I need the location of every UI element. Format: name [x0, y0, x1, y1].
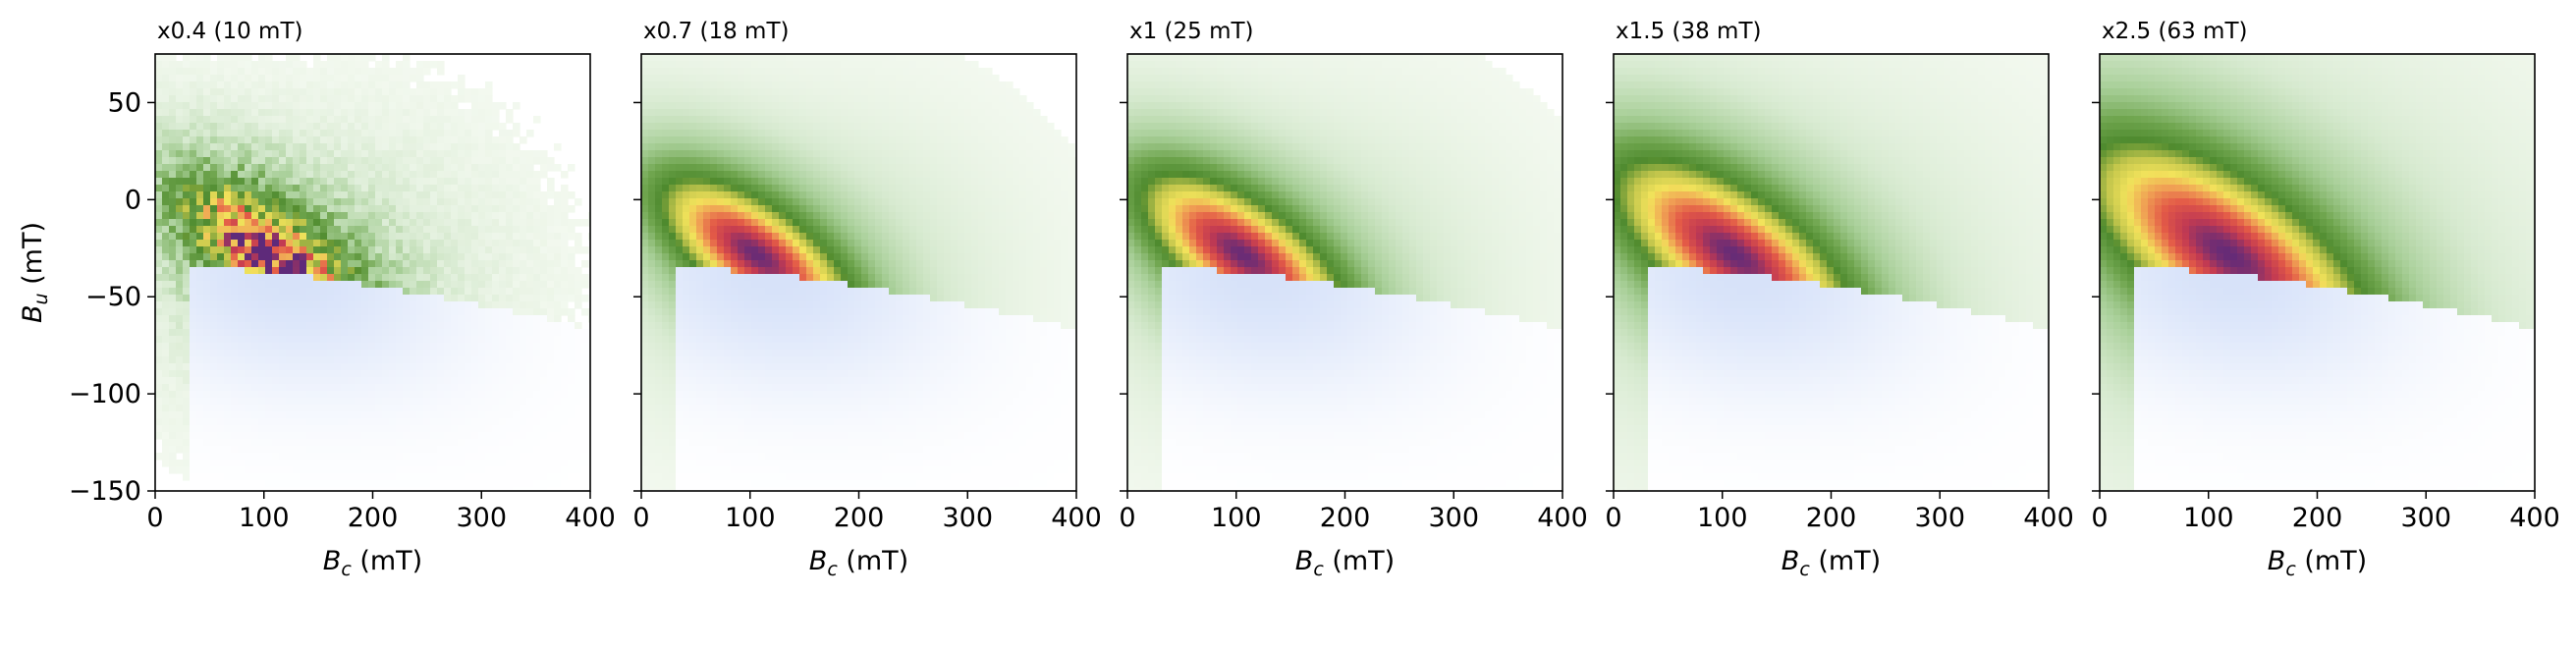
panel-2: x0.7 (18 mT) 0 100 200 300 400 Bc (mT) [632, 19, 1101, 580]
heatmap-2 [641, 54, 1076, 491]
x-tick-label: 200 [2292, 503, 2343, 533]
panel-title-1: x0.4 (10 mT) [157, 19, 302, 44]
x-tick-label: 0 [2091, 503, 2108, 533]
x-tick-label: 0 [632, 503, 649, 533]
panel-title-5: x2.5 (63 mT) [2102, 19, 2247, 44]
y-tick-label: −50 [85, 282, 141, 312]
x-tick-label: 200 [834, 503, 885, 533]
x-axis-label: Bc (mT) [323, 546, 422, 580]
x-tick-label: 300 [942, 503, 993, 533]
x-tick-label: 300 [1914, 503, 1965, 533]
panel-title-4: x1.5 (38 mT) [1616, 19, 1761, 44]
x-tick-label: 200 [348, 503, 399, 533]
panel-5: x2.5 (63 mT) 0 100 200 300 400 Bc (mT) [2091, 19, 2559, 580]
x-tick-label: 0 [1119, 503, 1135, 533]
heatmap-1 [155, 54, 590, 491]
panel-title-3: x1 (25 mT) [1129, 19, 1254, 44]
y-tick-label: −100 [69, 379, 141, 409]
x-tick-label: 300 [2400, 503, 2451, 533]
y-tick-label: 50 [108, 87, 141, 118]
x-axis-label: Bc (mT) [809, 546, 908, 580]
heatmap-3 [1127, 54, 1562, 491]
panel-3: x1 (25 mT) 0 100 200 300 400 Bc (mT) [1119, 19, 1587, 580]
x-tick-label: 0 [146, 503, 163, 533]
x-tick-label: 200 [1806, 503, 1857, 533]
heatmap-4 [1614, 54, 2049, 491]
x-tick-label: 100 [725, 503, 776, 533]
x-axis-label: Bc (mT) [2268, 546, 2367, 580]
x-axis-label: Bc (mT) [1295, 546, 1395, 580]
x-tick-label: 0 [1605, 503, 1621, 533]
y-tick-label: −150 [69, 476, 141, 507]
y-tick-label: 0 [125, 185, 141, 215]
x-tick-label: 400 [2023, 503, 2074, 533]
x-tick-label: 300 [1428, 503, 1479, 533]
heatmap-5 [2100, 54, 2535, 491]
x-tick-label: 300 [456, 503, 507, 533]
x-tick-label: 400 [1051, 503, 1102, 533]
x-tick-label: 400 [2509, 503, 2560, 533]
x-tick-label: 100 [2183, 503, 2234, 533]
panels: x0.4 (10 mT) 0 100 200 300 400 −150 −100 −50 0 50 B… [18, 19, 2560, 580]
x-tick-label: 200 [1320, 503, 1371, 533]
x-axis-label: Bc (mT) [1781, 546, 1881, 580]
y-axis-label: Bu (mT) [18, 222, 52, 323]
x-tick-label: 100 [1211, 503, 1262, 533]
x-tick-label: 100 [239, 503, 290, 533]
panel-1: x0.4 (10 mT) 0 100 200 300 400 −150 −100 −50 0 50 B… [69, 19, 616, 580]
panel-title-2: x0.7 (18 mT) [643, 19, 789, 44]
x-tick-label: 400 [565, 503, 616, 533]
x-tick-label: 400 [1537, 503, 1588, 533]
x-tick-label: 100 [1697, 503, 1748, 533]
panel-4: x1.5 (38 mT) 0 100 200 300 400 Bc (mT) [1605, 19, 2073, 580]
